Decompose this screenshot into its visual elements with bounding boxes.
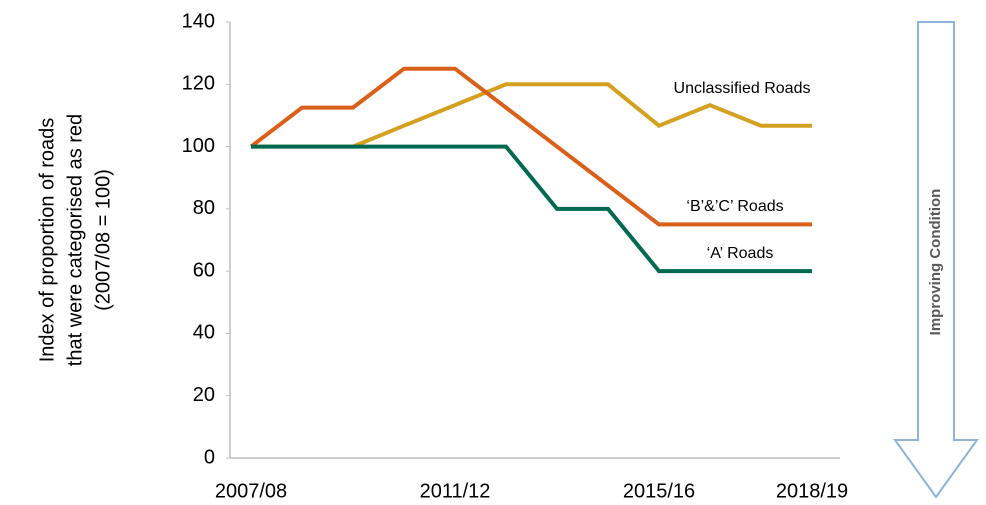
arrow-label: Improving Condition bbox=[927, 189, 944, 336]
series-label: Unclassified Roads bbox=[674, 80, 811, 97]
y-axis-title: Index of proportion of roads bbox=[36, 118, 58, 363]
x-tick-label: 2007/08 bbox=[215, 480, 287, 502]
series-line bbox=[251, 144, 812, 274]
y-axis-title: (2007/08 = 100) bbox=[92, 169, 114, 311]
y-tick-label: 0 bbox=[204, 446, 215, 468]
series-label: ‘A’ Roads bbox=[707, 245, 774, 262]
y-tick-label: 20 bbox=[193, 384, 215, 406]
x-tick-label: 2015/16 bbox=[623, 480, 695, 502]
y-axis-title: that were categorised as red bbox=[64, 114, 86, 366]
y-tick-label: 140 bbox=[182, 10, 215, 32]
series-line bbox=[249, 66, 812, 227]
x-tick-label: 2011/12 bbox=[420, 480, 491, 502]
series-label: ‘B’&’C’ Roads bbox=[686, 198, 783, 215]
y-tick-label: 100 bbox=[182, 135, 215, 157]
y-tick-label: 80 bbox=[193, 197, 215, 219]
y-tick-label: 60 bbox=[193, 259, 215, 281]
x-tick-label: 2018/19 bbox=[776, 480, 848, 502]
improving-arrow bbox=[893, 21, 979, 499]
y-tick-label: 40 bbox=[193, 322, 215, 344]
y-tick-label: 120 bbox=[182, 73, 215, 95]
